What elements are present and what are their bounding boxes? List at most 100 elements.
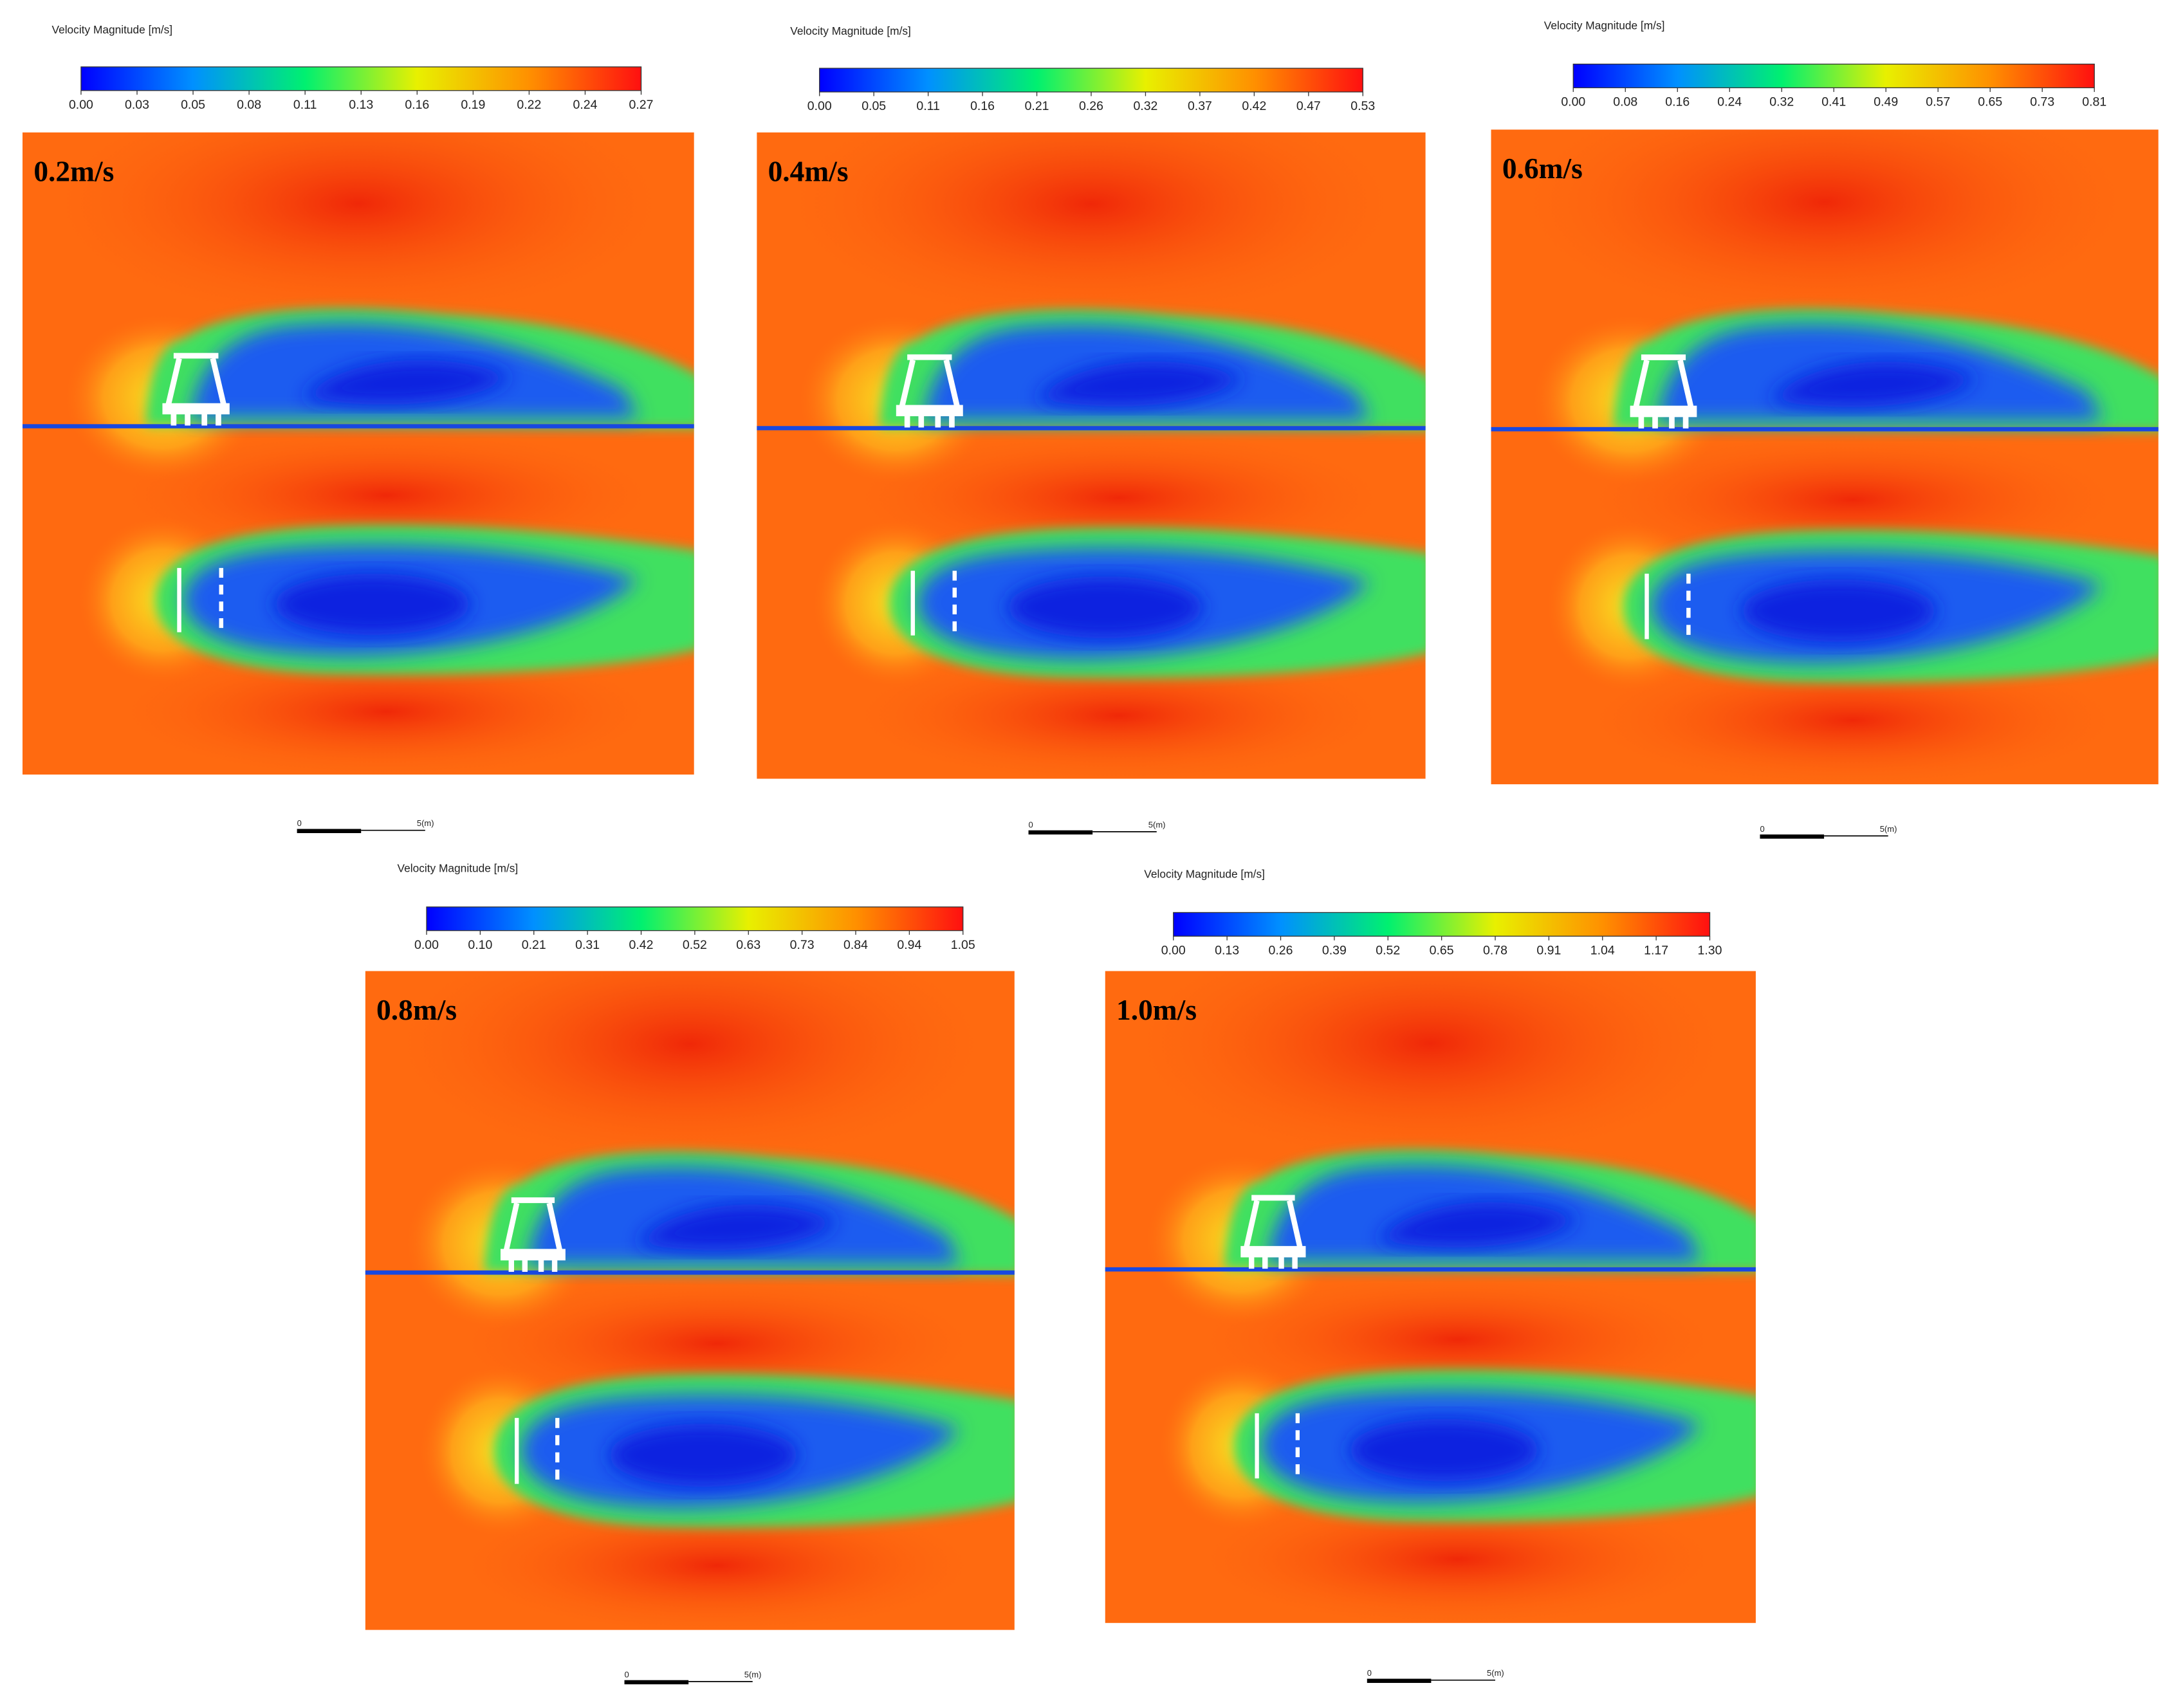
- colorbar-tick-label: 0.42: [629, 938, 654, 952]
- velocity-label: 0.4m/s: [768, 155, 849, 188]
- colorbar-tick-label: 0.13: [1215, 943, 1239, 957]
- colorbar-tick-label: 0.00: [414, 938, 439, 952]
- colorbar-tick-label: 0.39: [1322, 943, 1347, 957]
- colorbar-tick-label: 0.00: [1161, 943, 1186, 957]
- colorbar-tick-label: 0.91: [1536, 943, 1561, 957]
- colorbar-tick-label: 0.05: [861, 99, 886, 113]
- high-speed: [106, 648, 667, 775]
- colorbar-tick-label: 0.16: [405, 98, 429, 112]
- high-speed: [378, 971, 1001, 1186]
- wake-core: [636, 1204, 839, 1251]
- colorbar-tick-label: 0.81: [2082, 95, 2106, 109]
- colorbar-tick-label: 1.05: [951, 938, 975, 952]
- colorbar-tick-label: 0.52: [1376, 943, 1400, 957]
- wake-core: [1741, 579, 1937, 642]
- colorbar-tick-label: 0.27: [629, 98, 654, 112]
- colorbar-tick-label: 0.19: [461, 98, 485, 112]
- colorbar-tick-label: 0.84: [843, 938, 868, 952]
- wake-core: [1769, 362, 1978, 407]
- colorbar-title: Velocity Magnitude [m/s]: [790, 24, 911, 37]
- velocity-contour: [22, 132, 694, 775]
- velocity-label: 0.6m/s: [1502, 152, 1583, 185]
- field: [1105, 971, 1756, 1623]
- velocity-contour: [1105, 971, 1756, 1623]
- colorbar-tick-label: 0.13: [349, 98, 373, 112]
- colorbar-tick-label: 0.65: [1978, 95, 2002, 109]
- colorbar-tick-label: 0.41: [1821, 95, 1846, 109]
- velocity-contour: [1491, 129, 2159, 785]
- wake-core: [1035, 361, 1245, 407]
- field: [365, 971, 1015, 1630]
- colorbar-tick-label: 0.22: [517, 98, 541, 112]
- colorbar-tick-label: 0.73: [2030, 95, 2054, 109]
- scale-bar: [1028, 830, 1093, 835]
- wake-core: [1008, 576, 1203, 639]
- structure: [162, 353, 230, 426]
- colorbar-title: Velocity Magnitude [m/s]: [51, 23, 172, 36]
- colorbar: [819, 68, 1363, 93]
- scale-label: 5(m): [1148, 820, 1166, 829]
- colorbar-tick-label: 0.10: [468, 938, 492, 952]
- high-speed: [1118, 971, 1742, 1184]
- wake-core: [302, 360, 513, 405]
- colorbar-tick-label: 0.78: [1483, 943, 1507, 957]
- high-speed: [771, 132, 1412, 344]
- scale-bar: [1367, 1678, 1432, 1684]
- scale-label: 5(m): [1880, 824, 1897, 834]
- colorbar-tick-label: 0.03: [125, 98, 149, 112]
- colorbar-tick-label: 0.31: [575, 938, 600, 952]
- ground-line: [757, 426, 1426, 430]
- ground-line: [22, 424, 694, 428]
- scale-label: 5(m): [744, 1669, 762, 1679]
- colorbar-tick-label: 0.11: [293, 98, 317, 112]
- ground-line: [365, 1270, 1015, 1275]
- high-speed: [447, 1501, 988, 1630]
- velocity-contour: [365, 971, 1015, 1630]
- velocity-label: 1.0m/s: [1116, 993, 1197, 1026]
- colorbar-tick-label: 0.24: [1717, 95, 1742, 109]
- colorbar-tick-label: 0.00: [1561, 95, 1585, 109]
- velocity-label: 0.2m/s: [33, 155, 114, 188]
- colorbar-title: Velocity Magnitude [m/s]: [398, 862, 519, 875]
- velocity-label: 0.8m/s: [376, 993, 457, 1026]
- colorbar-tick-label: 0.37: [1188, 99, 1212, 113]
- colorbar-tick-label: 0.57: [1926, 95, 1950, 109]
- scale-bar: [624, 1680, 689, 1685]
- scale-label: 0: [1029, 820, 1033, 829]
- wake-core: [609, 1424, 798, 1487]
- colorbar-tick-label: 0.26: [1079, 99, 1103, 113]
- scale-bar: [1760, 834, 1825, 839]
- colorbar-tick-label: 0.05: [181, 98, 205, 112]
- colorbar-tick-label: 0.53: [1350, 99, 1375, 113]
- high-speed: [36, 132, 680, 342]
- colorbar-tick-label: 0.16: [1665, 95, 1690, 109]
- colorbar: [80, 66, 642, 91]
- colorbar-tick-label: 0.26: [1269, 943, 1293, 957]
- colorbar-title: Velocity Magnitude [m/s]: [1544, 19, 1665, 32]
- scale-bar: [297, 829, 362, 834]
- high-speed: [1574, 656, 2131, 785]
- wake-core: [274, 573, 470, 636]
- colorbar-tick-label: 0.11: [916, 99, 939, 113]
- colorbar-tick-label: 0.49: [1874, 95, 1898, 109]
- structure: [1630, 354, 1697, 429]
- colorbar-title: Velocity Magnitude [m/s]: [1144, 867, 1265, 880]
- field: [1491, 129, 2159, 785]
- colorbar-tick-label: 0.00: [807, 99, 832, 113]
- colorbar-tick-label: 0.94: [897, 938, 921, 952]
- scale-label: 0: [625, 1669, 629, 1679]
- colorbar-tick-label: 0.08: [1613, 95, 1637, 109]
- high-speed: [1186, 1495, 1729, 1623]
- colorbar-tick-label: 0.63: [736, 938, 760, 952]
- high-speed: [1505, 129, 2145, 344]
- colorbar-tick-label: 1.04: [1590, 943, 1615, 957]
- wake-core: [1349, 1419, 1539, 1482]
- scale-label: 0: [1367, 1668, 1372, 1678]
- colorbar-tick-label: 0.32: [1133, 99, 1157, 113]
- ground-line: [1105, 1267, 1756, 1272]
- field: [22, 132, 694, 775]
- colorbar-tick-label: 0.73: [790, 938, 815, 952]
- colorbar-tick-label: 0.52: [683, 938, 707, 952]
- colorbar-tick-label: 0.21: [522, 938, 546, 952]
